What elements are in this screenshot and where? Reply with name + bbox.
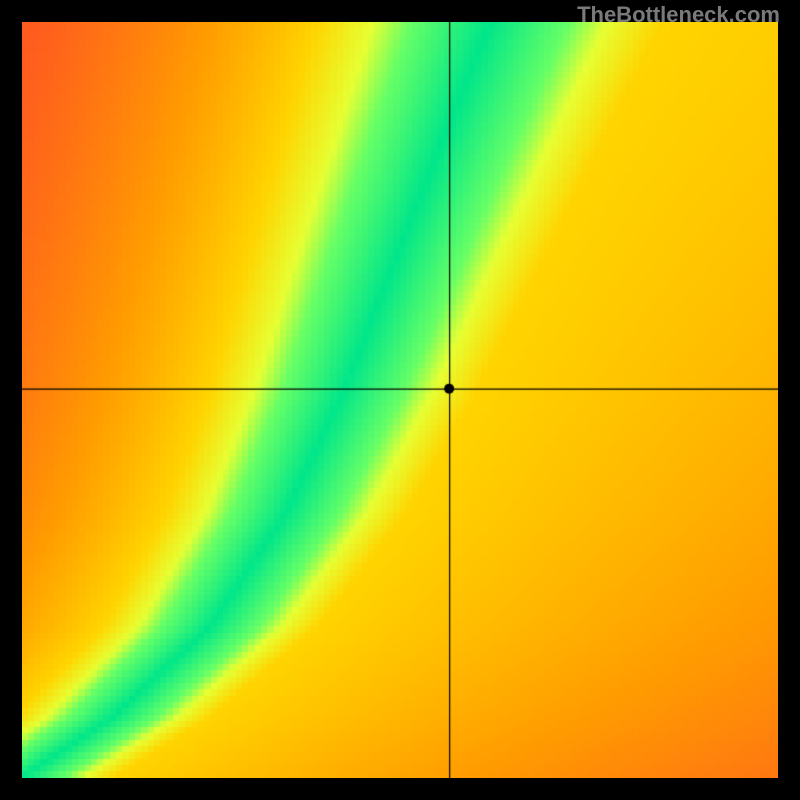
bottleneck-heatmap: [22, 22, 778, 778]
chart-container: TheBottleneck.com: [0, 0, 800, 800]
watermark-text: TheBottleneck.com: [577, 2, 780, 28]
